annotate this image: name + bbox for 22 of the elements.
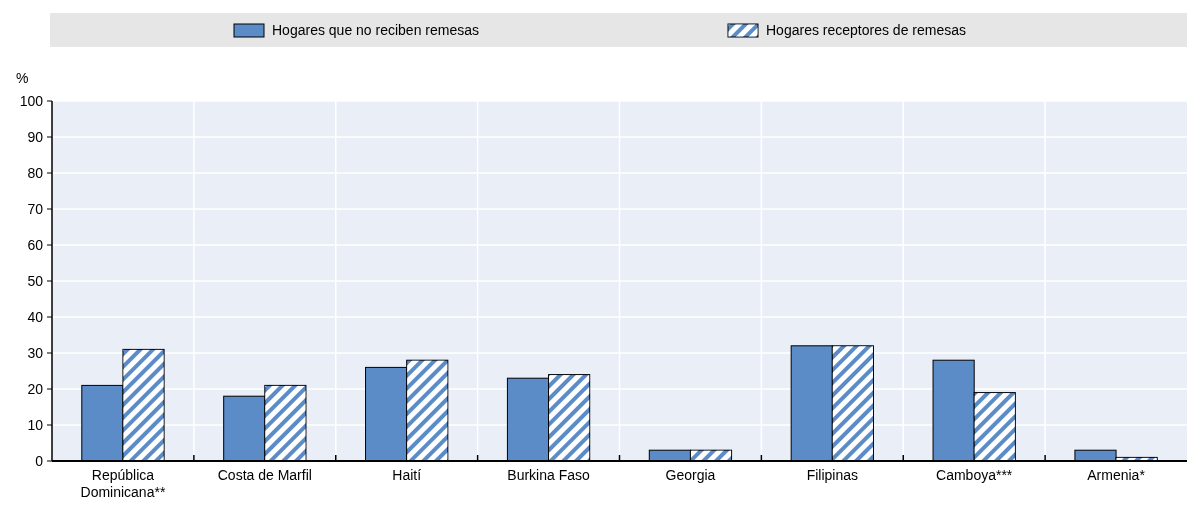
y-tick-label: 0 (35, 452, 44, 469)
y-tick-label: 70 (27, 200, 44, 217)
y-tick-label: 50 (27, 272, 44, 289)
y-tick-label: 20 (27, 380, 44, 397)
legend-label: Hogares que no reciben remesas (272, 22, 480, 38)
x-tick-label: Camboya*** (936, 467, 1013, 483)
x-tick-label: Filipinas (806, 467, 858, 483)
y-axis-title: % (16, 70, 29, 86)
x-tick-label: Georgia (665, 467, 716, 483)
y-tick-label: 60 (27, 236, 44, 253)
y-tick-label: 80 (27, 164, 44, 181)
legend-label: Hogares receptores de remesas (766, 22, 966, 38)
x-tick-label: Haití (392, 467, 422, 483)
y-tick-label: 90 (27, 128, 44, 145)
y-tick-label: 10 (27, 416, 44, 433)
y-tick-label: 30 (27, 344, 44, 361)
x-tick-label: República Dominicana** (80, 467, 166, 500)
y-tick-label: 40 (27, 308, 44, 325)
x-tick-label: Costa de Marfil (217, 467, 312, 483)
x-tick-label: Armenia* (1087, 467, 1146, 483)
x-tick-label: Burkina Faso (507, 467, 591, 483)
y-tick-label: 100 (19, 92, 44, 109)
